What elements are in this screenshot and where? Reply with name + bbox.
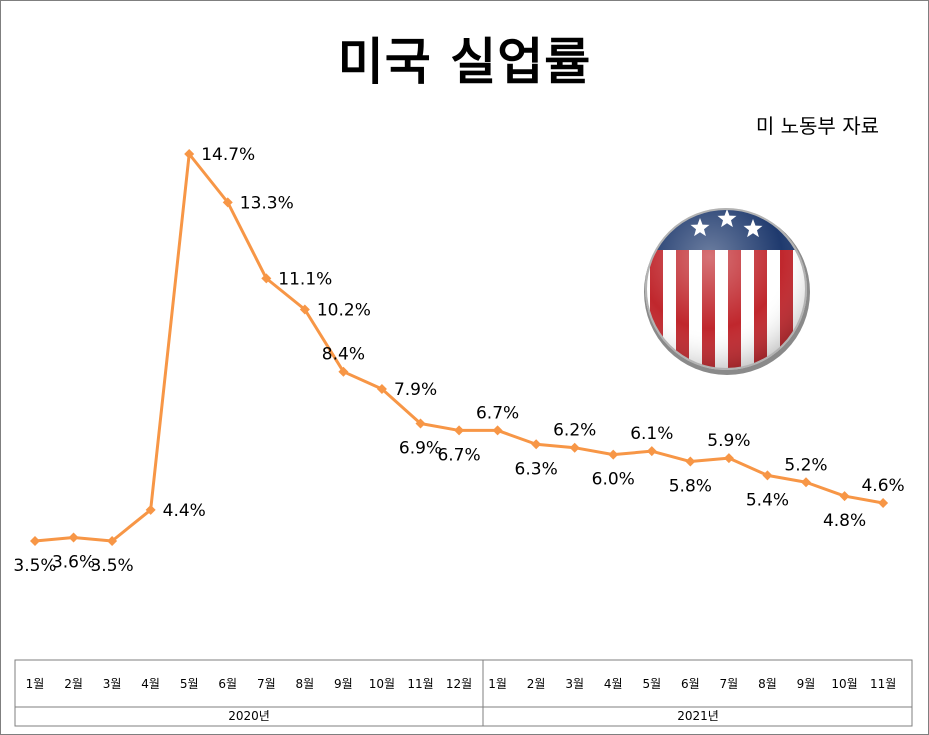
data-label: 3.5% <box>90 556 133 576</box>
data-label: 3.5% <box>13 556 56 576</box>
x-tick-label: 4월 <box>141 677 160 691</box>
data-label: 7.9% <box>394 380 437 400</box>
data-label: 13.3% <box>240 193 294 213</box>
x-tick-label: 6월 <box>681 677 700 691</box>
data-marker <box>762 470 773 481</box>
data-label: 10.2% <box>317 300 371 320</box>
us-flag-badge-icon <box>644 208 810 375</box>
x-tick-label: 4월 <box>604 677 623 691</box>
data-label: 5.9% <box>707 431 750 451</box>
x-axis-table <box>14 659 913 727</box>
source-note: 미 노동부 자료 <box>755 114 879 138</box>
data-markers <box>30 149 889 546</box>
data-marker <box>685 456 696 467</box>
data-marker <box>646 446 657 457</box>
data-label: 5.4% <box>746 490 789 510</box>
data-marker <box>145 504 156 515</box>
data-label: 5.8% <box>669 477 712 497</box>
axis-table-border <box>14 659 913 727</box>
data-marker <box>68 532 79 543</box>
x-tick-label: 1월 <box>488 677 507 691</box>
x-tick-label: 7월 <box>257 677 276 691</box>
x-tick-labels: 1월 2월 3월 4월 5월 6월 7월 8월 9월 10월 11월 12월 1월 2월 3월 4월 5월 6월 7… <box>26 677 897 691</box>
data-marker <box>30 536 40 546</box>
data-label: 6.9% <box>399 439 442 459</box>
x-tick-label: 2월 <box>64 677 83 691</box>
data-label: 6.7% <box>476 403 519 423</box>
data-marker <box>222 197 233 208</box>
data-label: 6.3% <box>515 459 558 479</box>
x-tick-label: 9월 <box>797 677 816 691</box>
chart-title: 미국 실업률 <box>337 33 592 91</box>
data-marker <box>299 304 310 315</box>
x-tick-label: 11월 <box>407 677 433 691</box>
x-tick-label: 12월 <box>446 677 472 691</box>
x-tick-label: 3월 <box>565 677 584 691</box>
data-label: 4.6% <box>861 476 904 496</box>
data-marker <box>184 149 195 159</box>
data-labels: 3.5%3.6%3.5% 4.4% 14.7% 13.3% 11.1% 10.2% 8.4%… <box>13 145 904 576</box>
x-tick-label: 3월 <box>103 677 122 691</box>
data-label: 4.8% <box>823 511 866 531</box>
year-group-label: 2021년 <box>677 709 719 723</box>
data-label: 6.2% <box>553 421 596 441</box>
x-tick-label: 7월 <box>720 677 739 691</box>
data-label: 5.2% <box>784 455 827 475</box>
data-marker <box>839 491 850 502</box>
x-tick-label: 2월 <box>527 677 546 691</box>
x-tick-label: 8월 <box>758 677 777 691</box>
x-tick-label: 9월 <box>334 677 353 691</box>
data-marker <box>492 425 503 436</box>
x-tick-label: 10월 <box>369 677 395 691</box>
data-label: 3.6% <box>52 553 95 573</box>
data-marker <box>107 536 118 546</box>
x-tick-label: 5월 <box>642 677 661 691</box>
data-marker <box>531 439 542 450</box>
x-tick-label: 5월 <box>180 677 199 691</box>
x-tick-label: 6월 <box>218 677 237 691</box>
data-label: 11.1% <box>278 269 332 289</box>
data-marker <box>338 366 349 377</box>
data-marker <box>608 449 619 460</box>
x-tick-label: 1월 <box>26 677 45 691</box>
data-marker <box>801 477 811 488</box>
year-group-labels: 2020년 2021년 <box>228 709 719 723</box>
data-label: 14.7% <box>201 145 255 165</box>
data-marker <box>723 453 734 464</box>
year-group-label: 2020년 <box>228 709 270 723</box>
data-marker <box>415 418 426 429</box>
data-marker <box>878 497 889 508</box>
data-label: 6.0% <box>592 470 635 490</box>
data-label: 8.4% <box>322 345 365 365</box>
data-marker <box>454 425 465 436</box>
data-marker <box>261 273 272 284</box>
data-marker <box>569 442 580 453</box>
data-label: 4.4% <box>163 501 206 521</box>
data-marker <box>376 383 387 394</box>
x-tick-label: 10월 <box>831 677 857 691</box>
data-label: 6.7% <box>437 445 480 465</box>
data-label: 6.1% <box>630 424 673 444</box>
x-tick-label: 11월 <box>870 677 896 691</box>
x-tick-label: 8월 <box>296 677 315 691</box>
